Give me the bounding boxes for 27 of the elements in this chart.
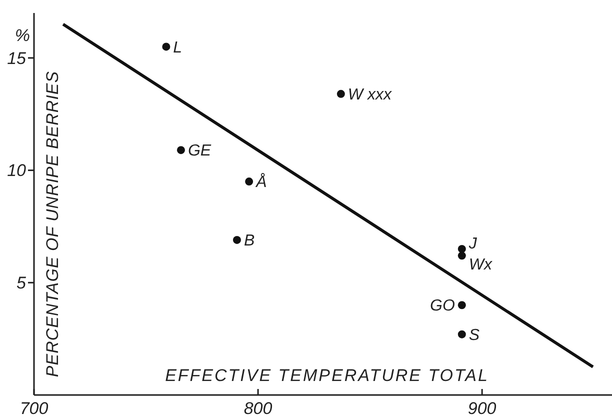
x-tick-label: 800: [244, 399, 273, 417]
annotation: Å: [255, 173, 267, 192]
annotation: GE: [188, 142, 212, 160]
point: [458, 252, 466, 260]
point: [336, 90, 345, 98]
point: [162, 42, 170, 51]
annotation: S: [468, 326, 480, 344]
y-tick-label: 5: [16, 274, 27, 293]
point: [458, 244, 466, 253]
annotation: GO: [430, 298, 455, 315]
x-tick-label: 700: [20, 399, 49, 417]
annotation: J: [468, 236, 478, 253]
text: %: [14, 26, 30, 45]
y-tick-label: 15: [7, 48, 27, 68]
y-axis-title: PERCENTAGE OF UNRIPE BERRIES: [43, 70, 62, 378]
y-tick-label: 10: [7, 161, 27, 180]
x-tick-label: 900: [468, 399, 497, 417]
point: [176, 146, 185, 154]
annotation: W xxx: [348, 86, 392, 104]
point: [458, 330, 466, 338]
annotation: L: [173, 39, 182, 56]
point: [245, 178, 254, 186]
annotation: Wx: [468, 256, 493, 274]
point: [458, 301, 466, 310]
annotation: B: [244, 232, 255, 250]
point: [232, 236, 241, 244]
x-axis-title: EFFECTIVE TEMPERATURE TOTAL: [165, 366, 489, 385]
